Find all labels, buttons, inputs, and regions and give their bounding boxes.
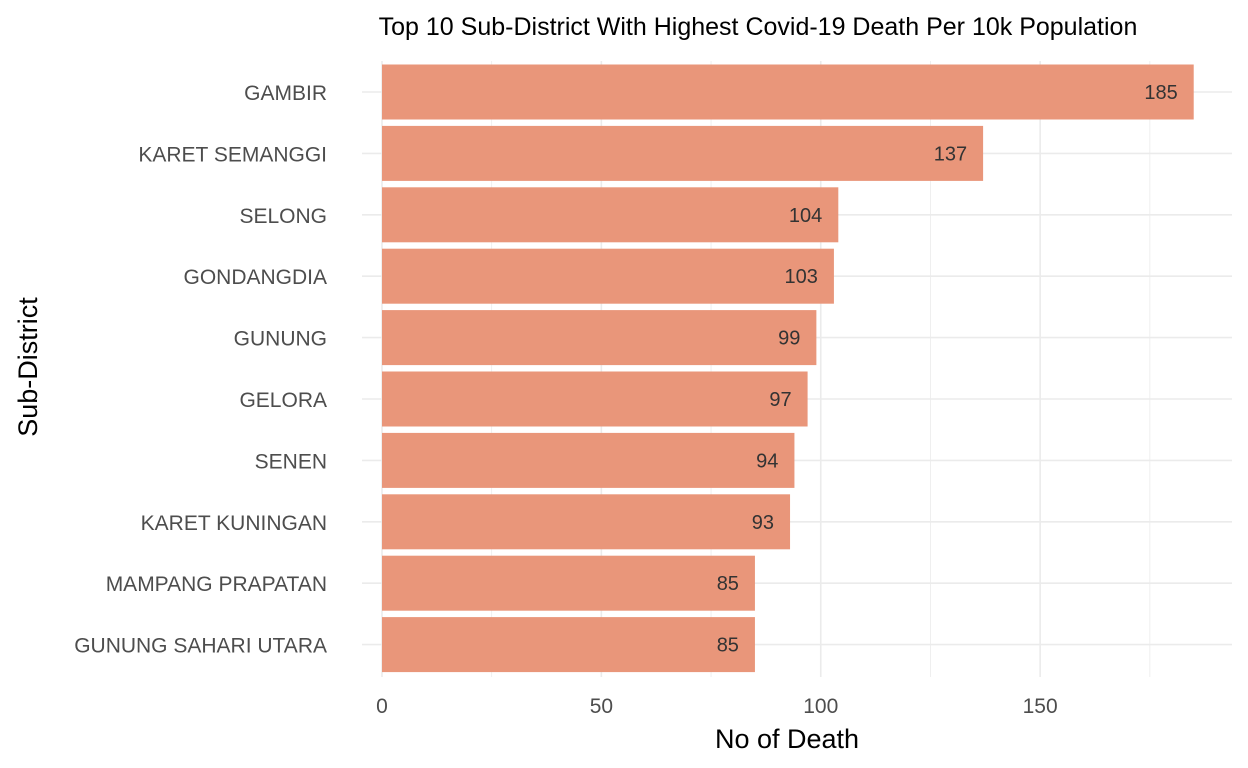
y-axis-title: Sub-District	[13, 297, 43, 437]
y-tick-label: GUNUNG	[234, 328, 327, 351]
y-tick-label: SELONG	[239, 205, 327, 228]
bar-gondangdia	[382, 248, 834, 304]
data-label: 93	[752, 512, 774, 534]
y-tick-label: GONDANGDIA	[183, 266, 327, 289]
data-label: 104	[789, 205, 822, 227]
bar-karet-kuningan	[382, 494, 791, 550]
bar-gambir	[382, 64, 1194, 120]
x-axis-title: No of Death	[715, 724, 859, 754]
y-tick-label: KARET KUNINGAN	[141, 512, 327, 535]
x-axis-tick-labels: 0 50 100 150	[376, 695, 1058, 718]
data-label: 137	[934, 143, 967, 165]
y-tick-label: SENEN	[255, 450, 327, 473]
bar-gelora	[382, 371, 808, 427]
chart-title: Top 10 Sub-District With Highest Covid-1…	[379, 13, 1138, 41]
data-label: 185	[1144, 82, 1177, 104]
data-label: 99	[778, 328, 800, 350]
bar-senen	[382, 432, 795, 488]
bar-gunung	[382, 310, 817, 366]
data-label: 85	[717, 635, 739, 657]
y-axis-tick-labels: GAMBIR KARET SEMANGGI SELONG GONDANGDIA GUNU…	[74, 82, 327, 658]
x-tick-label: 50	[590, 695, 613, 718]
bar-gunung-sahari-utara	[382, 617, 755, 673]
data-label: 97	[769, 389, 791, 411]
x-tick-label: 0	[376, 695, 388, 718]
bar-mampang-prapatan	[382, 555, 755, 611]
data-label: 103	[785, 266, 818, 288]
y-tick-label: GELORA	[239, 389, 327, 412]
y-tick-label: MAMPANG PRAPATAN	[106, 573, 327, 596]
y-tick-label: KARET SEMANGGI	[138, 143, 327, 166]
y-tick-label: GUNUNG SAHARI UTARA	[74, 635, 327, 658]
bar-karet-semanggi	[382, 125, 984, 181]
x-tick-label: 100	[803, 695, 838, 718]
data-labels: 185 137 104 103 99 97 94 93 85 85	[717, 82, 1178, 657]
x-tick-label: 150	[1023, 695, 1058, 718]
y-tick-label: GAMBIR	[244, 82, 327, 105]
data-label: 85	[717, 573, 739, 595]
bars	[382, 64, 1194, 673]
data-label: 94	[756, 450, 778, 472]
bar-selong	[382, 187, 839, 243]
